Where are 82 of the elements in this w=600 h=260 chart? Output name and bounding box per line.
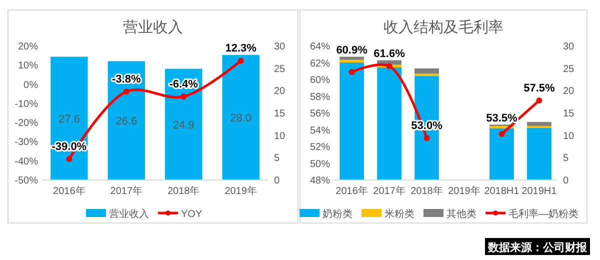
y2-tick-label: 5: [274, 153, 280, 164]
y-tick-label: 54%: [310, 125, 330, 136]
x-tick-label: 2017年: [373, 185, 406, 197]
y2-tick-label: 20: [274, 86, 286, 98]
x-tick-label: 2018年: [410, 185, 443, 197]
y-tick-label: 52%: [310, 142, 330, 153]
bar: [165, 68, 202, 180]
point: [66, 156, 72, 162]
x-tick-label: 2016年: [53, 185, 86, 197]
y2-tick-label: 25: [274, 64, 286, 75]
y-tick-label: 56%: [310, 108, 330, 120]
point: [386, 63, 392, 70]
legend-label: 奶粉类: [322, 208, 352, 220]
chart-title: 营业收入: [123, 19, 183, 36]
data-label: 12.3%: [225, 42, 257, 55]
x-tick-label: 2019年: [448, 185, 480, 197]
y2-tick-label: 25: [563, 64, 575, 75]
point: [348, 68, 355, 75]
y-tick-label: 20%: [18, 42, 38, 52]
source-note: 数据来源：公司财报: [487, 241, 588, 254]
data-label: 61.6%: [374, 48, 406, 60]
bar: [527, 122, 552, 126]
data-label: 53.5%: [486, 112, 518, 125]
bar: [340, 60, 364, 63]
y2-tick-label: 0: [563, 176, 569, 186]
y-tick-label: 10%: [18, 60, 38, 72]
y-tick-label: 62%: [310, 58, 330, 70]
bar: [340, 62, 364, 180]
point: [238, 58, 244, 64]
x-tick-label: 2019年: [224, 185, 257, 197]
data-label: 60.9%: [336, 44, 368, 57]
y-tick-label: -20%: [14, 118, 38, 130]
y2-tick-label: 15: [274, 108, 286, 120]
y2-tick-label: 10: [563, 130, 575, 142]
data-label: 57.5%: [524, 82, 556, 94]
y-tick-label: -40%: [14, 156, 38, 168]
point: [123, 88, 130, 95]
y-tick-label: 0%: [24, 80, 38, 91]
data-label: 27.6: [58, 113, 80, 126]
point: [536, 97, 542, 104]
bar: [490, 128, 514, 180]
legend-label: 其他类: [446, 208, 476, 220]
legend-label: 毛利率—奶粉类: [508, 208, 578, 220]
y2-tick-label: 30: [274, 42, 286, 52]
point: [498, 130, 505, 137]
data-label: -6.4%: [169, 78, 198, 91]
chart-title: 收入结构及毛利率: [384, 19, 504, 36]
data-label: 24.9: [172, 119, 194, 132]
data-label: -3.8%: [112, 74, 141, 86]
x-tick-label: 2019H1: [522, 186, 558, 197]
bar: [50, 56, 88, 180]
y-tick-label: 48%: [310, 176, 330, 186]
legend-label: 营业收入: [109, 208, 149, 220]
legend-label: YOY: [181, 209, 202, 220]
x-tick-label: 2018H1: [484, 186, 520, 197]
y2-tick-label: 0: [274, 176, 280, 186]
y2-tick-label: 20: [563, 86, 575, 98]
bar: [222, 54, 260, 180]
bar: [414, 68, 439, 74]
y-tick-label: 64%: [310, 42, 330, 52]
y2-tick-label: 5: [563, 153, 569, 164]
y-tick-label: 58%: [310, 92, 330, 103]
legend-label: 米粉类: [384, 208, 414, 220]
y-tick-label: 50%: [310, 158, 330, 170]
y2-tick-label: 10: [274, 130, 286, 142]
x-tick-label: 2018年: [167, 185, 200, 197]
data-label: 28.0: [230, 112, 252, 124]
y-tick-label: 60%: [310, 75, 330, 86]
bar: [527, 128, 552, 180]
bar: [377, 67, 402, 180]
y-tick-label: -30%: [14, 137, 38, 148]
y2-tick-label: 30: [563, 42, 575, 52]
point: [424, 135, 430, 142]
y-tick-label: -50%: [14, 176, 38, 186]
point: [180, 94, 187, 100]
y2-tick-label: 15: [563, 108, 575, 120]
x-tick-label: 2016年: [336, 185, 368, 197]
bar: [340, 56, 364, 60]
data-label: 26.6: [116, 116, 138, 128]
y-tick-label: -10%: [14, 98, 38, 110]
bar: [108, 61, 145, 180]
x-tick-label: 2017年: [110, 185, 143, 197]
